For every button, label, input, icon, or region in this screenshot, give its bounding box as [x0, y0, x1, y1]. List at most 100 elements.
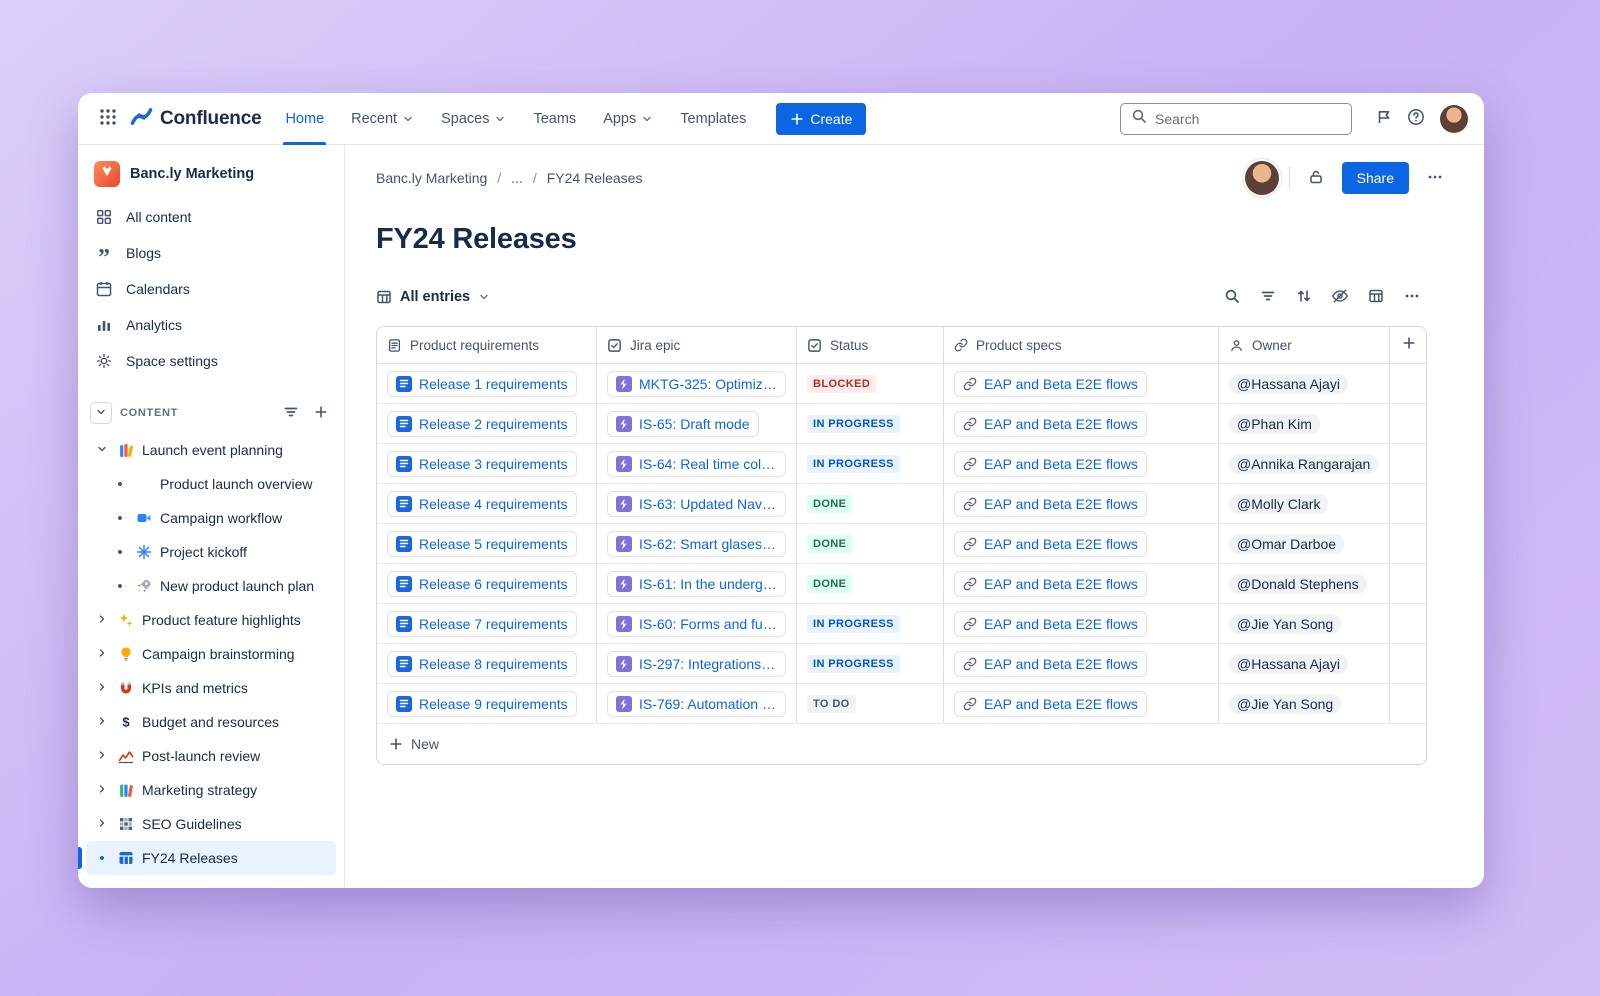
- sidebar-menu-item[interactable]: All content: [86, 199, 336, 235]
- tree-item[interactable]: • $ Budget and resources: [86, 705, 336, 739]
- tree-item[interactable]: • Product feature highlights: [86, 603, 336, 637]
- status-badge[interactable]: DONE: [807, 494, 853, 513]
- owner-mention[interactable]: @Hassana Ajayi: [1229, 653, 1348, 674]
- requirement-link[interactable]: Release 9 requirements: [387, 690, 577, 717]
- owner-mention[interactable]: @Omar Darboe: [1229, 533, 1345, 554]
- owner-mention[interactable]: @Hassana Ajayi: [1229, 373, 1348, 394]
- tree-item[interactable]: • Project kickoff: [86, 535, 336, 569]
- jira-epic-link[interactable]: IS-61: In the undergro...: [607, 570, 786, 597]
- tree-chevron-icon[interactable]: [96, 782, 108, 798]
- jira-epic-link[interactable]: IS-297: Integrations w...: [607, 650, 786, 677]
- jira-epic-link[interactable]: IS-60: Forms and fun...: [607, 610, 786, 637]
- search-input[interactable]: [1155, 110, 1341, 127]
- status-badge[interactable]: IN PROGRESS: [807, 614, 900, 633]
- status-badge[interactable]: DONE: [807, 574, 853, 593]
- status-badge[interactable]: BLOCKED: [807, 374, 877, 393]
- new-entry-button[interactable]: New: [377, 724, 1426, 764]
- requirement-link[interactable]: Release 5 requirements: [387, 530, 577, 557]
- confluence-logo[interactable]: Confluence: [130, 105, 262, 133]
- page-author-avatar[interactable]: [1244, 161, 1279, 195]
- requirement-link[interactable]: Release 1 requirements: [387, 370, 577, 397]
- product-spec-link[interactable]: EAP and Beta E2E flows: [954, 490, 1147, 517]
- product-spec-link[interactable]: EAP and Beta E2E flows: [954, 570, 1147, 597]
- add-column-button[interactable]: [1390, 327, 1426, 363]
- requirement-link[interactable]: Release 4 requirements: [387, 490, 577, 517]
- owner-mention[interactable]: @Jie Yan Song: [1229, 613, 1342, 634]
- owner-mention[interactable]: @Jie Yan Song: [1229, 693, 1342, 714]
- more-actions-button[interactable]: [1419, 162, 1451, 194]
- product-spec-link[interactable]: EAP and Beta E2E flows: [954, 530, 1147, 557]
- jira-epic-link[interactable]: IS-63: Updated Navig...: [607, 490, 786, 517]
- nav-item[interactable]: Apps: [603, 93, 653, 145]
- collapse-content-button[interactable]: [90, 402, 112, 424]
- status-badge[interactable]: DONE: [807, 534, 853, 553]
- owner-mention[interactable]: @Molly Clark: [1229, 493, 1329, 514]
- requirement-link[interactable]: Release 2 requirements: [387, 410, 577, 437]
- tree-chevron-icon[interactable]: [96, 680, 108, 696]
- tree-item[interactable]: • New product launch plan: [86, 569, 336, 603]
- jira-epic-link[interactable]: IS-62: Smart glases a...: [607, 530, 786, 557]
- tree-chevron-icon[interactable]: [96, 816, 108, 832]
- sidebar-menu-item[interactable]: Space settings: [86, 343, 336, 379]
- app-switcher-button[interactable]: [92, 103, 124, 135]
- requirement-link[interactable]: Release 6 requirements: [387, 570, 577, 597]
- nav-item[interactable]: Recent: [351, 93, 414, 145]
- tree-chevron-icon[interactable]: [96, 714, 108, 730]
- breadcrumb-ellipsis-button[interactable]: ...: [511, 170, 523, 186]
- requirement-link[interactable]: Release 8 requirements: [387, 650, 577, 677]
- sidebar-menu-item[interactable]: Calendars: [86, 271, 336, 307]
- breadcrumb-current-page[interactable]: FY24 Releases: [546, 170, 643, 186]
- jira-epic-link[interactable]: IS-769: Automation in...: [607, 690, 786, 717]
- tree-item[interactable]: • SEO Guidelines: [86, 807, 336, 841]
- tree-chevron-icon[interactable]: [96, 646, 108, 662]
- share-button[interactable]: Share: [1341, 162, 1409, 194]
- product-spec-link[interactable]: EAP and Beta E2E flows: [954, 370, 1147, 397]
- tree-item[interactable]: • Campaign workflow: [86, 501, 336, 535]
- status-badge[interactable]: IN PROGRESS: [807, 454, 900, 473]
- column-header[interactable]: Product requirements: [377, 327, 597, 363]
- status-badge[interactable]: TO DO: [807, 694, 856, 713]
- tree-item[interactable]: • Post-launch review: [86, 739, 336, 773]
- jira-epic-link[interactable]: MKTG-325: Optimize...: [607, 370, 786, 397]
- column-header[interactable]: Status: [797, 327, 944, 363]
- filter-tree-button[interactable]: [280, 402, 302, 424]
- nav-item[interactable]: Templates: [680, 93, 746, 145]
- product-spec-link[interactable]: EAP and Beta E2E flows: [954, 410, 1147, 437]
- owner-mention[interactable]: @Donald Stephens: [1229, 573, 1367, 594]
- jira-epic-link[interactable]: IS-65: Draft mode: [607, 410, 759, 437]
- tree-chevron-icon[interactable]: [96, 442, 108, 458]
- tree-item[interactable]: • KPIs and metrics: [86, 671, 336, 705]
- owner-mention[interactable]: @Phan Kim: [1229, 413, 1320, 434]
- search-box[interactable]: [1120, 102, 1352, 135]
- owner-mention[interactable]: @Annika Rangarajan: [1229, 453, 1379, 474]
- user-avatar[interactable]: [1440, 104, 1468, 133]
- column-header[interactable]: Jira epic: [597, 327, 797, 363]
- tree-item[interactable]: • Marketing strategy: [86, 773, 336, 807]
- feedback-flag-button[interactable]: [1368, 103, 1400, 135]
- view-selector[interactable]: All entries: [376, 289, 490, 305]
- sidebar-menu-item[interactable]: Analytics: [86, 307, 336, 343]
- nav-item[interactable]: Spaces: [441, 93, 506, 145]
- breadcrumb-space-link[interactable]: Banc.ly Marketing: [376, 170, 488, 186]
- product-spec-link[interactable]: EAP and Beta E2E flows: [954, 690, 1147, 717]
- nav-item[interactable]: Home: [283, 93, 326, 145]
- tree-item[interactable]: • Product launch overview: [86, 467, 336, 501]
- product-spec-link[interactable]: EAP and Beta E2E flows: [954, 610, 1147, 637]
- tree-item[interactable]: • Campaign brainstorming: [86, 637, 336, 671]
- product-spec-link[interactable]: EAP and Beta E2E flows: [954, 650, 1147, 677]
- nav-item[interactable]: Teams: [533, 93, 576, 145]
- tree-item[interactable]: • Launch event planning: [86, 433, 336, 467]
- column-header[interactable]: Product specs: [944, 327, 1219, 363]
- view-more-button[interactable]: [1397, 282, 1427, 312]
- create-button[interactable]: Create: [776, 102, 867, 135]
- search-entries-button[interactable]: [1217, 282, 1247, 312]
- status-badge[interactable]: IN PROGRESS: [807, 414, 900, 433]
- tree-item[interactable]: • FY24 Releases: [78, 841, 336, 875]
- layout-button[interactable]: [1361, 282, 1391, 312]
- column-header[interactable]: Owner: [1219, 327, 1390, 363]
- requirement-link[interactable]: Release 7 requirements: [387, 610, 577, 637]
- hide-fields-button[interactable]: [1325, 282, 1355, 312]
- jira-epic-link[interactable]: IS-64: Real time colla...: [607, 450, 786, 477]
- help-button[interactable]: [1400, 103, 1432, 135]
- sidebar-menu-item[interactable]: ” Blogs: [86, 235, 336, 271]
